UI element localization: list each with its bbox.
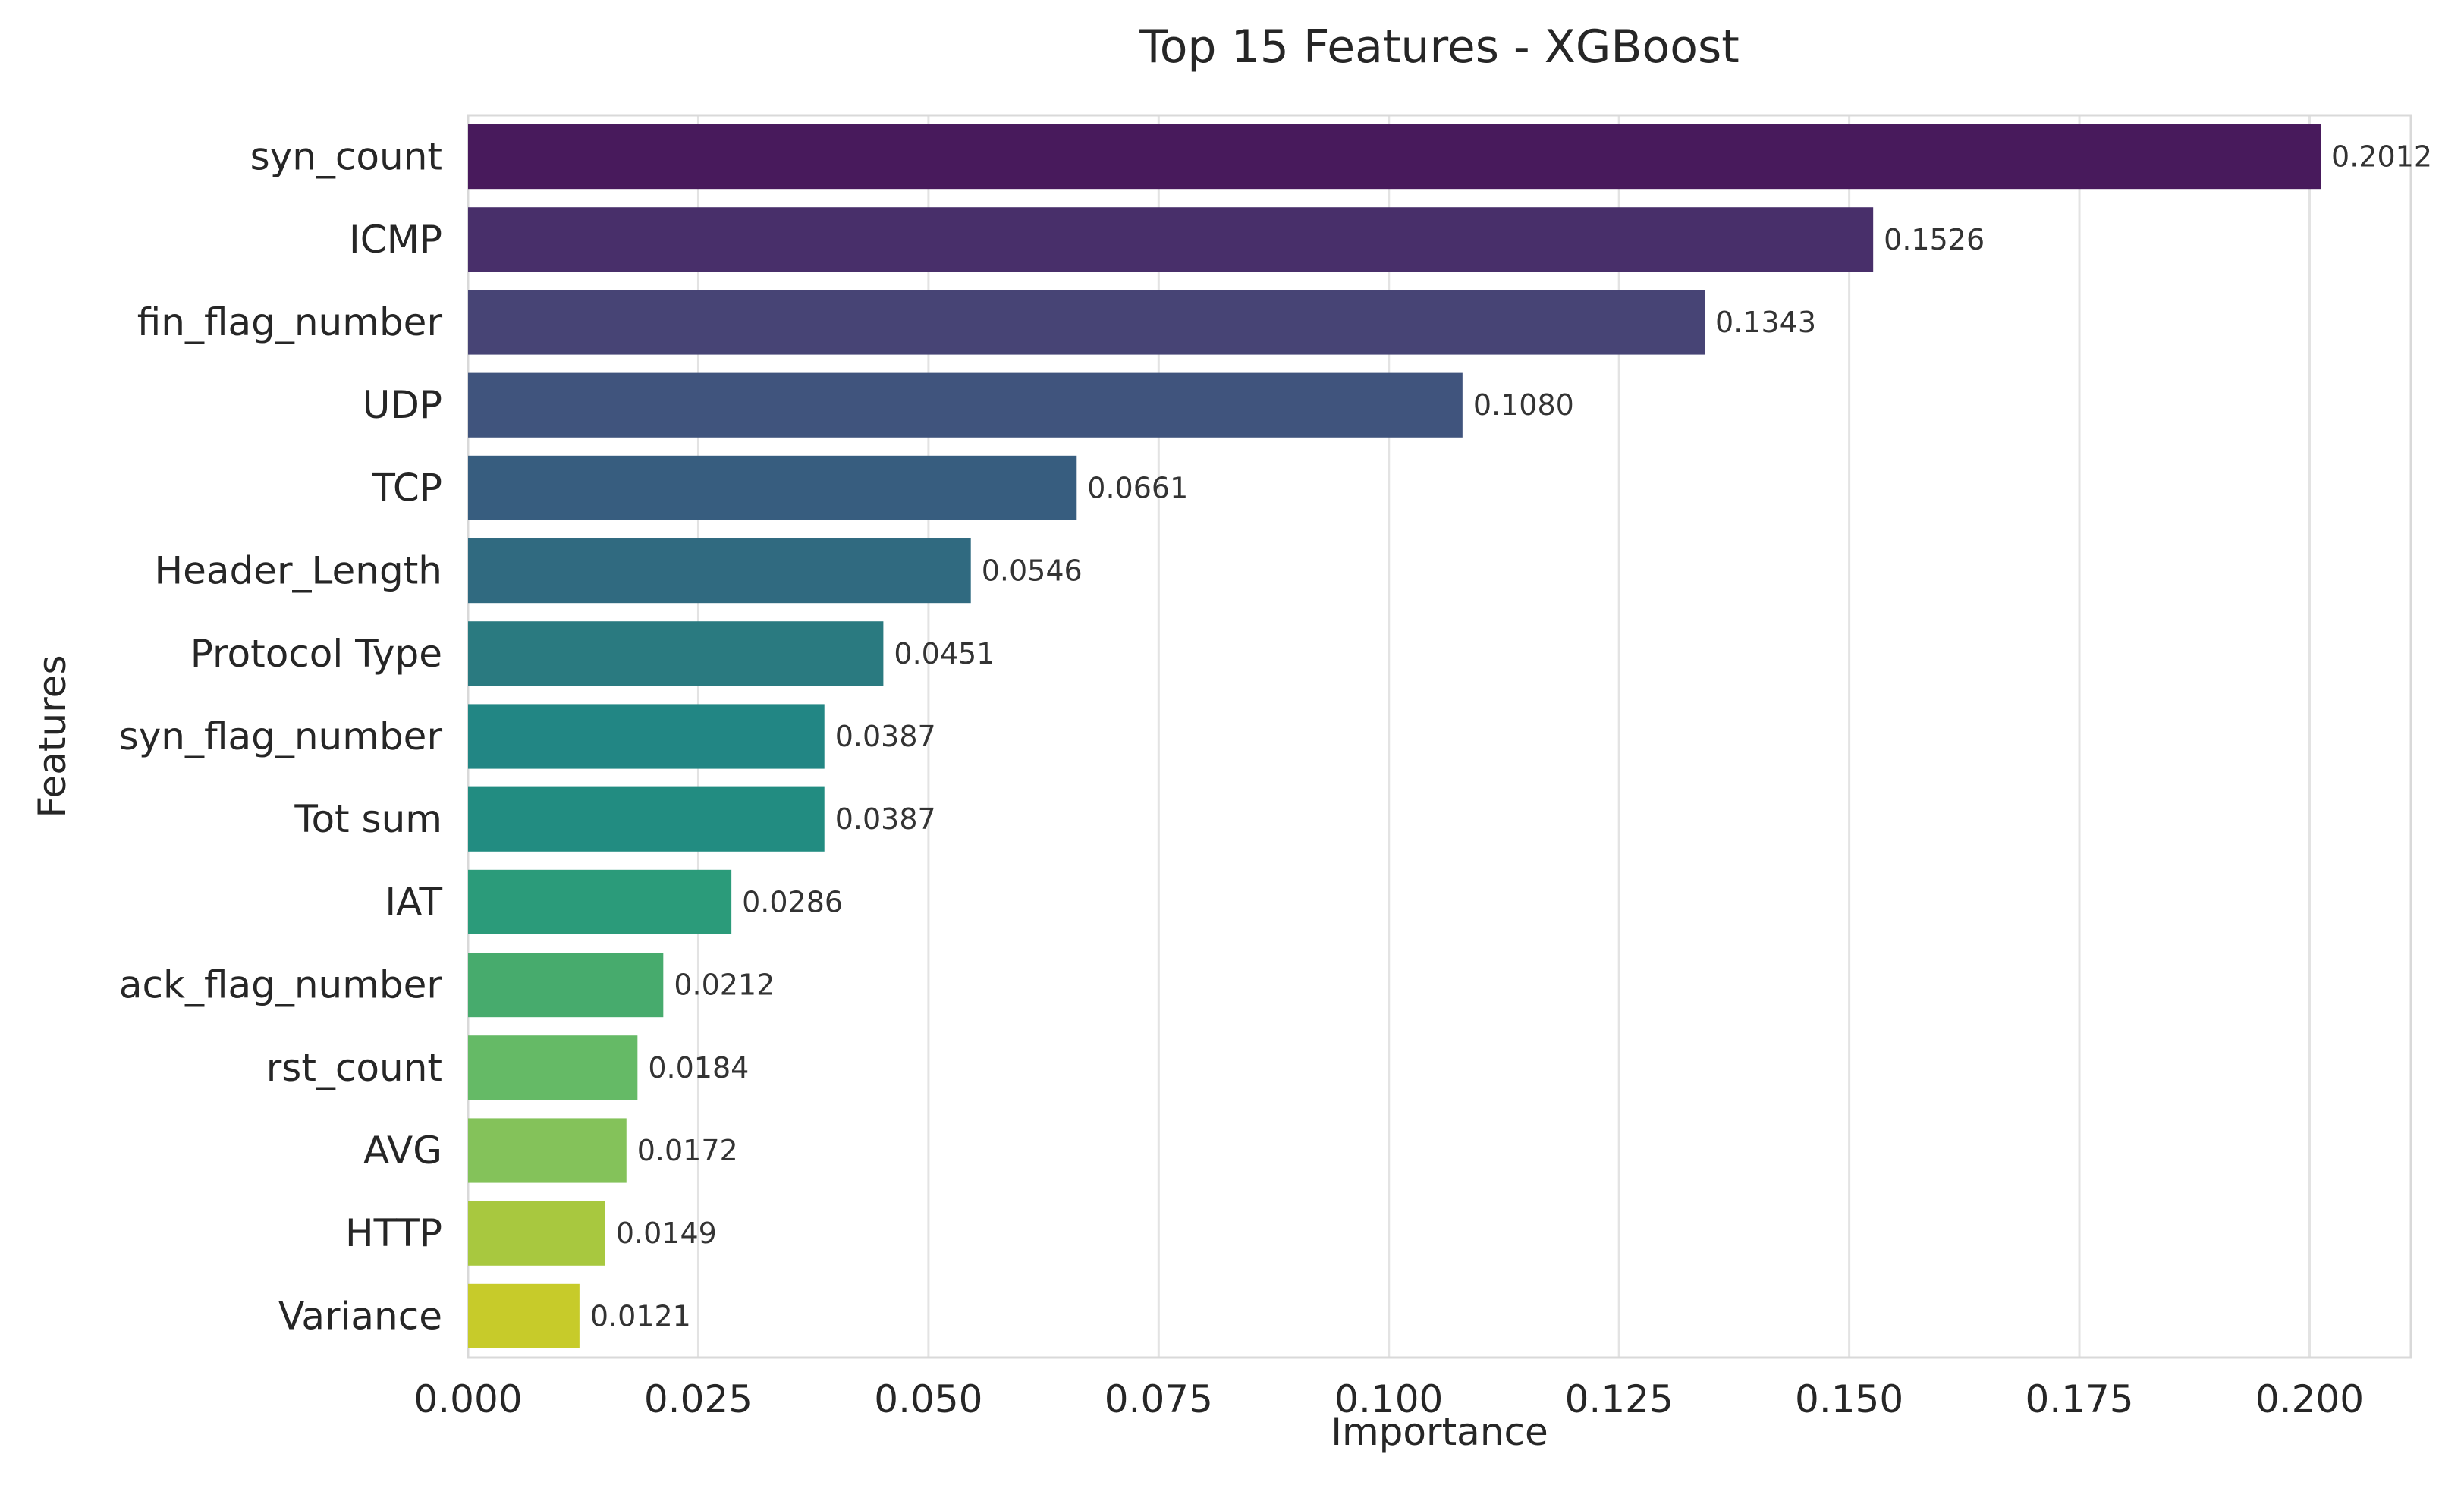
data-label: 0.0184 <box>648 1051 749 1085</box>
bar <box>468 786 825 852</box>
data-label: 0.0387 <box>835 720 936 753</box>
y-axis-label: Features <box>30 655 74 818</box>
bars <box>468 124 2321 1348</box>
bar <box>468 1283 580 1348</box>
y-tick-label: UDP <box>363 383 442 427</box>
bar <box>468 124 2321 190</box>
bar <box>468 290 1705 355</box>
bar <box>468 953 664 1018</box>
data-label: 0.0121 <box>590 1299 691 1333</box>
y-tick-label: syn_count <box>250 135 442 179</box>
data-label: 0.0387 <box>835 802 936 836</box>
y-tick-label: Header_Length <box>154 549 442 593</box>
bar <box>468 455 1077 520</box>
data-label: 0.0172 <box>637 1134 738 1167</box>
y-tick-label: rst_count <box>266 1046 442 1090</box>
data-label: 0.0212 <box>674 969 775 1002</box>
x-tick-label: 0.000 <box>413 1377 522 1421</box>
y-tick-labels: syn_count ICMP fin_flag_number UDP TCP Header… <box>119 135 443 1339</box>
y-tick-label: syn_flag_number <box>119 714 443 758</box>
x-axis-label: Importance <box>1331 1410 1548 1454</box>
bar <box>468 704 825 769</box>
bar <box>468 207 1874 272</box>
x-tick-label: 0.075 <box>1105 1377 1213 1421</box>
data-labels: 0.2012 0.1526 0.1343 0.1080 0.0661 0.0546 0.04… <box>590 140 2432 1333</box>
x-tick-label: 0.025 <box>644 1377 753 1421</box>
x-tick-label: 0.175 <box>2025 1377 2133 1421</box>
bar <box>468 372 1463 438</box>
data-label: 0.0546 <box>982 554 1083 588</box>
y-tick-label: Variance <box>278 1294 442 1338</box>
bar <box>468 869 732 934</box>
chart-title: Top 15 Features - XGBoost <box>1139 20 1740 74</box>
data-label: 0.2012 <box>2331 140 2432 174</box>
data-label: 0.0286 <box>742 885 843 918</box>
y-tick-label: Protocol Type <box>190 632 442 676</box>
data-label: 0.0149 <box>616 1217 717 1250</box>
y-tick-label: IAT <box>385 880 442 924</box>
data-label: 0.1080 <box>1473 388 1574 422</box>
x-tick-label: 0.150 <box>1795 1377 1903 1421</box>
y-tick-label: fin_flag_number <box>137 300 443 344</box>
x-tick-label: 0.100 <box>1334 1377 1443 1421</box>
data-label: 0.0661 <box>1087 471 1188 504</box>
x-tick-label: 0.125 <box>1565 1377 1674 1421</box>
y-tick-label: ICMP <box>349 218 442 262</box>
bar <box>468 538 971 604</box>
x-tick-labels: 0.000 0.025 0.050 0.075 0.100 0.125 0.150 0.175… <box>413 1377 2364 1421</box>
data-label: 0.0451 <box>894 637 995 670</box>
data-label: 0.1526 <box>1884 223 1985 256</box>
y-tick-label: ack_flag_number <box>119 963 443 1007</box>
bar <box>468 1118 627 1183</box>
data-label: 0.1343 <box>1715 306 1816 339</box>
y-tick-label: HTTP <box>345 1211 442 1255</box>
bar <box>468 621 884 686</box>
x-tick-label: 0.050 <box>874 1377 982 1421</box>
bar <box>468 1201 605 1266</box>
y-tick-label: Tot sum <box>294 797 442 841</box>
y-tick-label: AVG <box>363 1129 442 1173</box>
x-tick-label: 0.200 <box>2255 1377 2364 1421</box>
bar <box>468 1035 638 1100</box>
y-tick-label: TCP <box>371 466 442 510</box>
